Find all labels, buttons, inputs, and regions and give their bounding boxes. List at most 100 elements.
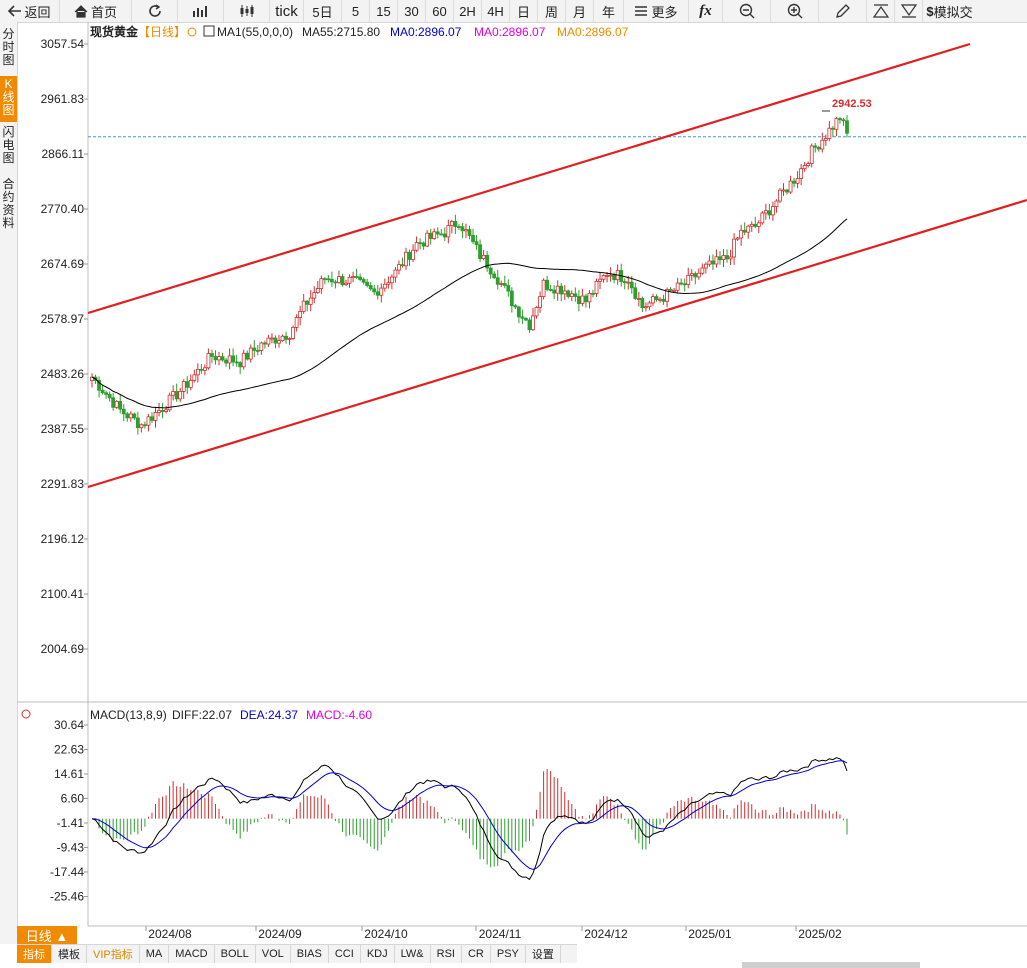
scroll-down-button[interactable]: [895, 0, 923, 22]
macd-params-label: MACD(13,8,9): [90, 708, 167, 722]
menu-icon: [635, 6, 648, 16]
upper-channel-line: [87, 42, 971, 315]
period-15[interactable]: 15: [370, 0, 398, 22]
back-label: 返回: [24, 4, 51, 20]
tab-timeshare[interactable]: 分时图: [2, 27, 15, 67]
more-button[interactable]: 更多: [624, 0, 689, 22]
candle-down: [340, 276, 345, 286]
macd-tick-label: -9.43: [57, 840, 85, 854]
candle-down: [668, 289, 673, 291]
candle-down: [573, 293, 578, 297]
candle-down: [559, 285, 564, 295]
period-5[interactable]: 5: [342, 0, 370, 22]
candle-up: [446, 225, 451, 238]
indicator-tab[interactable]: RSI: [431, 945, 462, 963]
indicator-tab[interactable]: BOLL: [215, 945, 256, 963]
indicator-tab[interactable]: BIAS: [291, 945, 329, 963]
home-button[interactable]: 首页: [60, 0, 132, 22]
price-tick-label: 2100.41: [41, 587, 85, 601]
indicator-tab[interactable]: MA: [140, 945, 170, 963]
candle-up: [760, 212, 765, 224]
bar-chart-icon: [192, 6, 207, 17]
candle-up: [206, 353, 211, 369]
back-button[interactable]: 返回: [0, 0, 60, 22]
candle-up: [248, 347, 253, 360]
horizontal-scrollbar[interactable]: [742, 962, 920, 968]
candle-down: [326, 278, 331, 281]
candle-up: [397, 264, 401, 271]
candle-down: [220, 356, 225, 361]
period-30[interactable]: 30: [398, 0, 426, 22]
candle-down: [813, 145, 818, 148]
indicator-tab[interactable]: PSY: [491, 945, 526, 963]
indicator-tab[interactable]: 指标: [17, 945, 52, 963]
period-5day[interactable]: 5日: [304, 0, 342, 22]
candle-up: [344, 282, 348, 286]
candle-up: [658, 298, 662, 301]
candle-up: [153, 412, 158, 421]
period-2h[interactable]: 2H: [454, 0, 482, 22]
ma0-label: MA0:2896.07: [474, 25, 546, 39]
side-tabs: 分时图 K线图 闪电图 合约资料: [0, 22, 18, 944]
candle-down: [421, 242, 426, 247]
candle-up: [301, 300, 306, 312]
candle-down: [513, 305, 518, 308]
indicator-tab[interactable]: CCI: [329, 945, 361, 963]
zoom-in-button[interactable]: [771, 0, 819, 22]
zoom-out-button[interactable]: [723, 0, 771, 22]
indicator-box-icon: [203, 25, 215, 37]
indicator-tab[interactable]: 模板: [52, 945, 87, 963]
candle-down: [375, 291, 380, 296]
candle-down: [520, 316, 525, 319]
indicator-tab[interactable]: LW&: [395, 945, 431, 963]
candle-up: [171, 391, 176, 396]
date-label: 2024/10: [364, 927, 408, 941]
period-week[interactable]: 周: [538, 0, 566, 22]
candle-down: [174, 391, 179, 400]
indicator-tab[interactable]: 设置: [526, 945, 561, 963]
period-4h[interactable]: 4H: [482, 0, 510, 22]
period-tick[interactable]: tick: [270, 0, 304, 22]
tab-flash[interactable]: 闪电图: [2, 125, 15, 165]
formula-button[interactable]: fx: [689, 0, 723, 22]
macd-tick-label: -17.44: [50, 865, 84, 879]
kline-chart[interactable]: 3057.54 2961.83 2866.11 2770.40 2674.69 2578.…: [0, 0, 1027, 944]
candle-up: [732, 238, 737, 258]
candle-up: [605, 274, 609, 277]
indicator-tab[interactable]: KDJ: [361, 945, 395, 963]
tab-kline[interactable]: K线图: [0, 76, 17, 122]
more-label: 更多: [651, 4, 678, 20]
candle-type-button[interactable]: [224, 0, 270, 22]
candle-down: [633, 287, 638, 299]
candle-down: [622, 281, 627, 284]
indicator-tab[interactable]: MACD: [169, 945, 215, 963]
candle-up: [707, 260, 712, 265]
price-tick-label: 2004.69: [41, 642, 85, 656]
candle-down: [361, 279, 366, 283]
sim-trade-button[interactable]: $ 模拟交: [923, 0, 976, 22]
indicator-tab[interactable]: CR: [462, 945, 491, 963]
tab-contract-info[interactable]: 合约资料: [2, 177, 15, 230]
candle-up: [270, 337, 274, 340]
period-60[interactable]: 60: [426, 0, 454, 22]
indicator-tab[interactable]: VOL: [256, 945, 291, 963]
period-day[interactable]: 日: [510, 0, 538, 22]
refresh-button[interactable]: [132, 0, 178, 22]
candle-down: [97, 380, 101, 391]
scroll-up-button[interactable]: [867, 0, 895, 22]
chart-type-button[interactable]: [178, 0, 224, 22]
draw-button[interactable]: [819, 0, 867, 22]
candle-up: [414, 242, 419, 251]
period-year[interactable]: 年: [594, 0, 624, 22]
candle-down: [368, 285, 373, 290]
candle-up: [167, 394, 172, 411]
candle-up: [834, 118, 839, 130]
period-month[interactable]: 月: [566, 0, 594, 22]
candle-up: [594, 280, 599, 295]
candle-up: [337, 276, 341, 283]
toolbar: 返回 首页 tick 5日 5 15 30 60 2H 4H 日 周 月 年 更…: [0, 0, 1027, 23]
candle-down: [516, 306, 521, 318]
period-dropdown[interactable]: 日线 ▲: [17, 926, 77, 944]
indicator-tab[interactable]: VIP指标: [87, 945, 140, 963]
date-label: 2024/08: [148, 927, 192, 941]
